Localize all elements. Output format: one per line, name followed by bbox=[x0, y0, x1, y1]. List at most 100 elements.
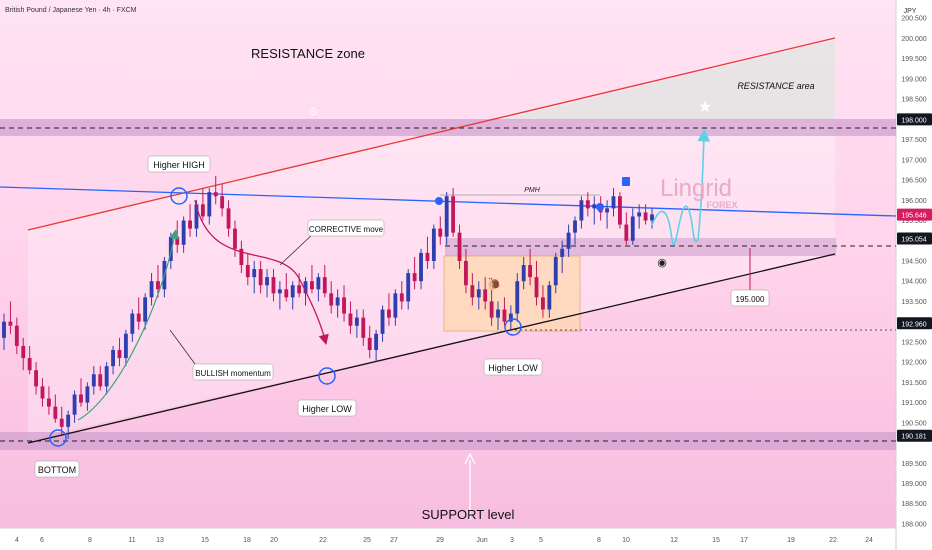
candle-body bbox=[226, 208, 231, 229]
bullish-momentum-arrow bbox=[77, 229, 179, 421]
candle-body bbox=[611, 196, 616, 209]
candle-body bbox=[637, 212, 642, 217]
resistance-area-fill bbox=[500, 40, 835, 120]
resistance-area-label: RESISTANCE area bbox=[737, 81, 814, 91]
higher-low-marker-2 bbox=[504, 318, 522, 336]
candle-body bbox=[34, 370, 39, 387]
candle-body bbox=[123, 333, 128, 359]
candle-body bbox=[290, 285, 295, 298]
candle-body bbox=[412, 273, 417, 282]
candle-body bbox=[534, 277, 539, 298]
price-axis[interactable]: 200.500 200.000 199.500 199.000 198.500 197.5… bbox=[901, 16, 926, 529]
target-price-callout: 195.000 bbox=[730, 289, 770, 307]
candle-body bbox=[566, 232, 571, 249]
candle-body bbox=[104, 366, 109, 387]
candle-body bbox=[149, 281, 154, 298]
price-tag-box bbox=[897, 317, 932, 330]
candle-body bbox=[380, 309, 385, 334]
target-price-label: 195.000 bbox=[736, 295, 765, 304]
candle-body bbox=[541, 297, 545, 310]
candle-body bbox=[79, 394, 83, 403]
x-tick-label: 29 bbox=[436, 537, 444, 544]
candle-body bbox=[252, 269, 257, 278]
x-tick-label: 22 bbox=[829, 537, 837, 544]
y-tick-label: 200.500 bbox=[901, 16, 926, 23]
y-tick-label: 194.000 bbox=[901, 279, 926, 286]
candle-body bbox=[316, 277, 321, 290]
resistance-band-198 bbox=[0, 119, 896, 136]
projection-path bbox=[651, 128, 711, 245]
candle-body bbox=[630, 216, 635, 241]
candle-body bbox=[464, 260, 468, 286]
higher-low-callout-2: Higher LOW bbox=[483, 358, 543, 376]
candle-body bbox=[579, 200, 584, 221]
corrective-callout: CORRECTIVE move bbox=[307, 219, 385, 237]
candle-body bbox=[239, 248, 244, 266]
x-tick-label: Jun bbox=[476, 537, 487, 544]
candle-body bbox=[624, 224, 629, 241]
x-tick-label: 10 bbox=[622, 537, 630, 544]
corrective-arrow bbox=[194, 199, 329, 346]
y-tick-label: 196.500 bbox=[901, 178, 926, 185]
candle-body bbox=[425, 252, 430, 261]
bottom-label: BOTTOM bbox=[38, 465, 76, 475]
candle-body bbox=[489, 301, 494, 318]
pmh-dot bbox=[435, 197, 443, 205]
y-tick-label: 199.500 bbox=[901, 56, 926, 63]
candle-body bbox=[130, 313, 135, 334]
price-tag-label: 190.181 bbox=[901, 434, 926, 441]
support-level-label: SUPPORT level bbox=[422, 507, 515, 522]
price-tag-label: 198.000 bbox=[901, 117, 926, 124]
candle-body bbox=[14, 325, 19, 346]
x-tick-label: 20 bbox=[270, 537, 278, 544]
candle-body bbox=[181, 220, 186, 245]
candle-body bbox=[643, 212, 648, 221]
y-tick-label: 194.500 bbox=[901, 258, 926, 265]
time-axis[interactable]: 4 6 8 11 13 15 18 20 22 25 27 29 Jun 3 5 8 10 12 15 17 19 22 2… bbox=[15, 537, 873, 544]
candle-body bbox=[143, 297, 148, 322]
y-tick-label: 195.500 bbox=[901, 218, 926, 225]
candle-body bbox=[650, 214, 654, 221]
y-tick-label: 188.500 bbox=[901, 501, 926, 508]
candle-body bbox=[585, 200, 590, 209]
flag-icon bbox=[622, 177, 630, 186]
candle-body bbox=[207, 192, 212, 217]
candle-body bbox=[2, 321, 6, 338]
candle-body bbox=[605, 208, 610, 213]
higher-high-label: Higher HIGH bbox=[153, 160, 205, 170]
symbol-header[interactable]: British Pound / Japanese Yen · 4h · FXCM bbox=[5, 7, 137, 14]
candle-body bbox=[354, 317, 359, 326]
candle-body bbox=[553, 256, 558, 286]
candle-body bbox=[342, 297, 346, 314]
candle-body bbox=[483, 289, 488, 302]
candle-body bbox=[310, 281, 314, 290]
y-tick-label: 190.500 bbox=[901, 420, 926, 427]
candle-body bbox=[573, 220, 577, 233]
x-tick-label: 18 bbox=[243, 537, 251, 544]
x-tick-label: 24 bbox=[865, 537, 873, 544]
y-tick-label: 191.500 bbox=[901, 380, 926, 387]
recent-high-dot bbox=[596, 203, 604, 211]
currency-label: JPY bbox=[904, 8, 917, 15]
candle-body bbox=[406, 273, 411, 302]
x-tick-label: 19 bbox=[787, 537, 795, 544]
candle-body bbox=[496, 309, 500, 318]
candle-body bbox=[136, 313, 141, 322]
candle-body bbox=[265, 277, 269, 286]
x-tick-label: 15 bbox=[201, 537, 209, 544]
candle-body bbox=[322, 277, 327, 294]
candle-body bbox=[374, 333, 379, 350]
candle-body bbox=[560, 248, 565, 257]
higher-high-callout: Higher HIGH bbox=[147, 155, 211, 173]
snail-icon: 🐌 bbox=[487, 277, 502, 291]
x-tick-label: 8 bbox=[88, 537, 92, 544]
price-tag-box bbox=[897, 232, 932, 245]
candle-body bbox=[8, 321, 13, 326]
candle-body bbox=[46, 398, 51, 407]
candle-body bbox=[85, 386, 90, 403]
candle-body bbox=[303, 281, 308, 294]
candle-body bbox=[387, 309, 391, 318]
bullish-callout: BULLISH momentum bbox=[192, 363, 274, 381]
candle-body bbox=[284, 289, 289, 298]
